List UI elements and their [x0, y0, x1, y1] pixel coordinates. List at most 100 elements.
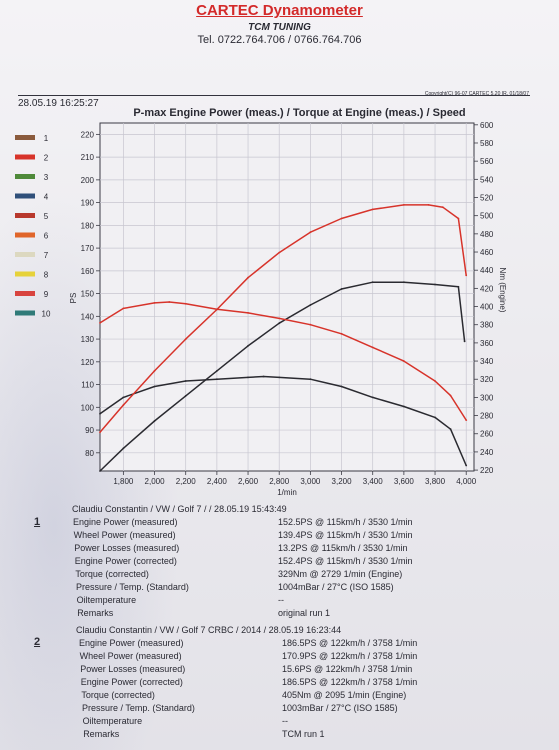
- y-right-tick-label: 600: [480, 121, 494, 130]
- legend-swatch-7: [15, 252, 35, 257]
- series-1-power-line: [99, 281, 466, 472]
- y-left-tick-label: 150: [81, 290, 95, 299]
- y-right-tick-label: 400: [480, 303, 494, 312]
- series-1-torque-point: [278, 376, 281, 379]
- series-2-torque-point: [465, 419, 468, 421]
- series-2-power-point: [427, 204, 430, 206]
- series-1-power-point: [403, 281, 405, 284]
- run-row-label: Engine Power (measured): [79, 638, 184, 648]
- run-row-label: Remarks: [83, 729, 120, 739]
- series-2-power-point: [184, 338, 187, 340]
- legend-swatch-5: [15, 213, 35, 218]
- y-left-tick-label: 200: [81, 176, 95, 185]
- y-right-tick-label: 360: [480, 339, 494, 348]
- run-number: 1: [34, 516, 41, 528]
- plot-area: [99, 122, 475, 472]
- series-1-power-point: [340, 288, 343, 290]
- y-left-tick-label: 110: [81, 381, 94, 390]
- x-tick-label: 3,600: [394, 477, 415, 486]
- run-row-value: 15.6PS @ 122km/h / 3758 1/min: [282, 664, 413, 674]
- series-1-torque-point: [434, 416, 436, 419]
- legend-swatch-8: [15, 271, 35, 277]
- series-1-torque-point: [153, 385, 156, 388]
- y-left-tick-label: 100: [81, 403, 95, 412]
- legend-label-8: 8: [44, 271, 49, 280]
- series-1-torque-point: [403, 405, 405, 408]
- legend-label-7: 7: [44, 251, 49, 260]
- y-left-tick-label: 160: [81, 267, 95, 276]
- series-1-torque-point: [449, 428, 452, 431]
- header-title: CARTEC Dynamometer: [196, 2, 363, 19]
- y-left-tick-label: 80: [85, 449, 94, 458]
- run-row-label: Remarks: [77, 608, 114, 618]
- series-2-power-point: [309, 231, 312, 234]
- legend-swatch-2: [15, 154, 35, 160]
- series-2-torque-point: [184, 302, 187, 305]
- report-date: 28.05.19 16:25:27: [18, 98, 99, 109]
- series-2-torque-point: [403, 360, 405, 362]
- run-row-value: 329Nm @ 2729 1/min (Engine): [278, 569, 403, 579]
- y-right-axis-label: Nm (Engine): [498, 268, 507, 313]
- legend-swatch-3: [15, 174, 35, 179]
- x-tick-label: 3,200: [332, 477, 353, 486]
- series-2-power-point: [247, 276, 249, 279]
- run-row-label: Torque (corrected): [75, 569, 149, 579]
- y-right-tick-label: 260: [480, 430, 494, 439]
- run-row-value: 152.4PS @ 115km/h / 3530 1/min: [278, 556, 413, 566]
- header-subtitle: TCM TUNING: [248, 22, 311, 33]
- x-tick-label: 4,000: [456, 477, 477, 486]
- series-1-power-point: [99, 470, 101, 472]
- y-right-tick-label: 300: [480, 393, 494, 402]
- legend-swatch-10: [15, 310, 35, 316]
- run-row-label: Pressure / Temp. (Standard): [82, 703, 195, 713]
- series-2-power-point: [465, 274, 468, 277]
- run-row-value: 152.5PS @ 115km/h / 3530 1/min: [278, 517, 413, 527]
- legend-swatch-6: [15, 232, 35, 238]
- legend-label-10: 10: [42, 310, 51, 319]
- legend-label-3: 3: [44, 173, 49, 182]
- x-tick-label: 2,200: [176, 477, 197, 486]
- y-right-tick-label: 340: [480, 357, 494, 366]
- x-tick-label: 3,400: [363, 477, 384, 486]
- series-1-torque-point: [247, 376, 249, 379]
- run-row-label: Oiltemperature: [76, 595, 137, 605]
- series-2-torque-point: [434, 380, 436, 382]
- y-left-tick-label: 210: [81, 153, 95, 162]
- y-right-tick-label: 440: [480, 266, 494, 275]
- series-1-torque-point: [340, 385, 343, 388]
- y-right-tick-label: 540: [480, 175, 494, 184]
- run-row-label: Pressure / Temp. (Standard): [76, 582, 189, 592]
- legend-label-9: 9: [44, 290, 49, 299]
- series-1-power-point: [278, 322, 281, 325]
- series-2-power-point: [278, 251, 281, 254]
- series-2-power-point: [403, 204, 405, 206]
- dyno-chart: 1,800 2,000 2,200 2,400 2,600 2,800 3,000 3,200…: [15, 121, 507, 497]
- series-2-torque-point: [309, 323, 312, 326]
- y-left-tick-label: 190: [81, 199, 95, 208]
- legend-swatch-9: [15, 291, 35, 296]
- series-1-power-point: [457, 285, 460, 288]
- series-2-torque-point: [99, 322, 101, 324]
- header-phone: Tel. 0722.764.706 / 0766.764.706: [197, 34, 362, 46]
- x-tick-label: 1,800: [113, 477, 134, 486]
- y-right-tick-label: 560: [480, 157, 494, 166]
- x-tick-label: 2,600: [238, 477, 259, 486]
- series-1-torque-point: [371, 396, 374, 399]
- run-row-value: --: [282, 716, 288, 726]
- run-number: 2: [34, 636, 41, 648]
- y-right-tick-label: 420: [480, 284, 494, 293]
- series-2-power-point: [122, 404, 125, 406]
- y-left-tick-label: 120: [81, 358, 95, 367]
- series-1-power-point: [371, 281, 374, 284]
- series-2-torque-point: [153, 302, 156, 304]
- legend-swatch-1: [15, 135, 35, 140]
- series-2-power-point: [340, 217, 343, 220]
- chart-title: P-max Engine Power (meas.) / Torque at E…: [133, 107, 466, 119]
- y-right-tick-label: 520: [480, 194, 494, 203]
- legend-swatch-4: [15, 193, 35, 199]
- x-axis-label: 1/min: [277, 488, 297, 497]
- series-1-power-point: [122, 447, 125, 450]
- legend-label-6: 6: [44, 232, 49, 241]
- run-row-value: 1004mBar / 27°C (ISO 1585): [278, 582, 394, 592]
- y-left-tick-label: 220: [81, 130, 95, 139]
